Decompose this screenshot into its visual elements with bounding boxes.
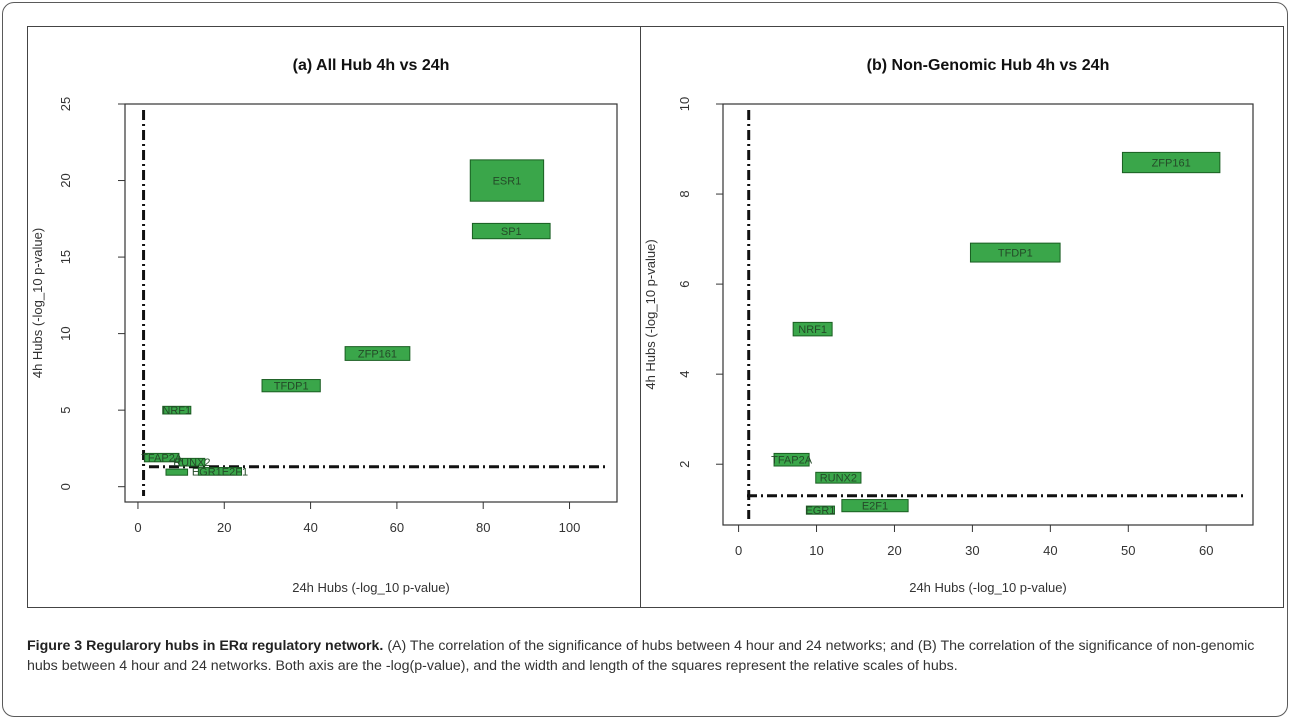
hub-box-e2f1 [841, 499, 909, 513]
hub-label-tfap2a: TFAP2A [771, 455, 813, 467]
y-axis-label: 4h Hubs (-log_10 p-value) [643, 239, 658, 389]
chart-title: (a) All Hub 4h vs 24h [293, 57, 450, 74]
hub-label-tfap2a: TFAP2A [141, 453, 183, 465]
chart-svg-b: (b) Non-Genomic Hub 4h vs 24h 0 10 20 30 40 50… [643, 57, 1254, 595]
x-tick-label: 100 [559, 520, 581, 535]
hub-box-nrf1 [162, 405, 192, 415]
hub-box-tfdp1 [969, 242, 1061, 263]
hub-label-tfdp1: TFDP1 [998, 248, 1033, 260]
hub-label-sp1: SP1 [501, 226, 522, 238]
y-tick-label: 8 [677, 190, 692, 197]
caption-text: (A) The correlation of the significance … [27, 638, 1255, 674]
hub-label-runx2: RUNX2 [820, 473, 857, 485]
hub-box-egr1 [165, 468, 189, 476]
hub-box-esr1 [469, 159, 545, 202]
hub-box-runx2 [178, 457, 206, 467]
hub-label-zfp161: ZFP161 [358, 349, 397, 361]
hub-label-runx2: RUNX2 [173, 457, 210, 469]
y-tick-label: 6 [677, 280, 692, 287]
y-tick-label: 2 [677, 461, 692, 468]
y-tick-label: 4 [677, 371, 692, 378]
hub-box-tfap2a [773, 452, 810, 467]
panel-b: (b) Non-Genomic Hub 4h vs 24h 0 10 20 30 40 50… [640, 26, 1284, 608]
y-tick-label: 10 [677, 97, 692, 111]
x-axis-label: 24h Hubs (-log_10 p-value) [909, 580, 1067, 595]
x-tick-label: 50 [1121, 543, 1135, 558]
hub-box-egr1 [805, 505, 835, 515]
y-tick-label: 25 [58, 97, 73, 111]
y-axis-label: 4h Hubs (-log_10 p-value) [30, 228, 45, 378]
hub-box-sp1 [471, 222, 551, 240]
hub-label-egr1: EGR1 [805, 505, 835, 517]
y-tick-label: 5 [58, 407, 73, 414]
caption-figure-label: Figure 3 Regularory hubs in ERα regulato… [27, 638, 384, 654]
x-tick-label: 20 [217, 520, 231, 535]
hub-label-e2f1: E2F1 [862, 501, 888, 513]
hub-box-nrf1 [792, 321, 833, 337]
hub-label-nrf1: NRF1 [798, 324, 827, 336]
hub-label-tfdp1: TFDP1 [274, 381, 309, 393]
hub-box-e2f1 [197, 467, 243, 476]
x-tick-label: 20 [887, 543, 901, 558]
x-tick-label: 60 [390, 520, 404, 535]
x-tick-label: 0 [134, 520, 141, 535]
hub-box-zfp161 [1121, 151, 1221, 174]
hub-box-runx2 [815, 471, 862, 484]
plot-frame [722, 103, 1254, 526]
chart-svg-a: (a) All Hub 4h vs 24h 0 20 40 60 80 100 0 5 10 15 2… [30, 57, 618, 595]
x-tick-label: 10 [809, 543, 823, 558]
x-tick-label: 40 [303, 520, 317, 535]
chart-title: (b) Non-Genomic Hub 4h vs 24h [867, 57, 1110, 74]
hub-label-esr1: ESR1 [493, 176, 522, 188]
x-axis-label: 24h Hubs (-log_10 p-value) [292, 580, 450, 595]
hub-label-zfp161: ZFP161 [1152, 158, 1191, 170]
figure-caption: Figure 3 Regularory hubs in ERα regulato… [27, 636, 1279, 676]
x-tick-label: 0 [735, 543, 742, 558]
hub-box-zfp161 [344, 346, 411, 361]
plot-frame [124, 103, 618, 503]
x-tick-label: 60 [1199, 543, 1213, 558]
y-tick-label: 10 [58, 326, 73, 340]
hub-box-tfap2a [143, 452, 180, 463]
y-tick-label: 15 [58, 250, 73, 264]
x-tick-label: 30 [965, 543, 979, 558]
panel-a: (a) All Hub 4h vs 24h 0 20 40 60 80 100 0 5 10 15 2… [27, 26, 641, 608]
hub-box-tfdp1 [261, 379, 321, 393]
hub-label-nrf1: NRF1 [162, 405, 191, 417]
y-tick-label: 0 [58, 483, 73, 490]
x-tick-label: 40 [1043, 543, 1057, 558]
x-tick-label: 80 [476, 520, 490, 535]
y-tick-label: 20 [58, 173, 73, 187]
hub-label-e2f1: EGR1E2F1 [192, 466, 248, 478]
